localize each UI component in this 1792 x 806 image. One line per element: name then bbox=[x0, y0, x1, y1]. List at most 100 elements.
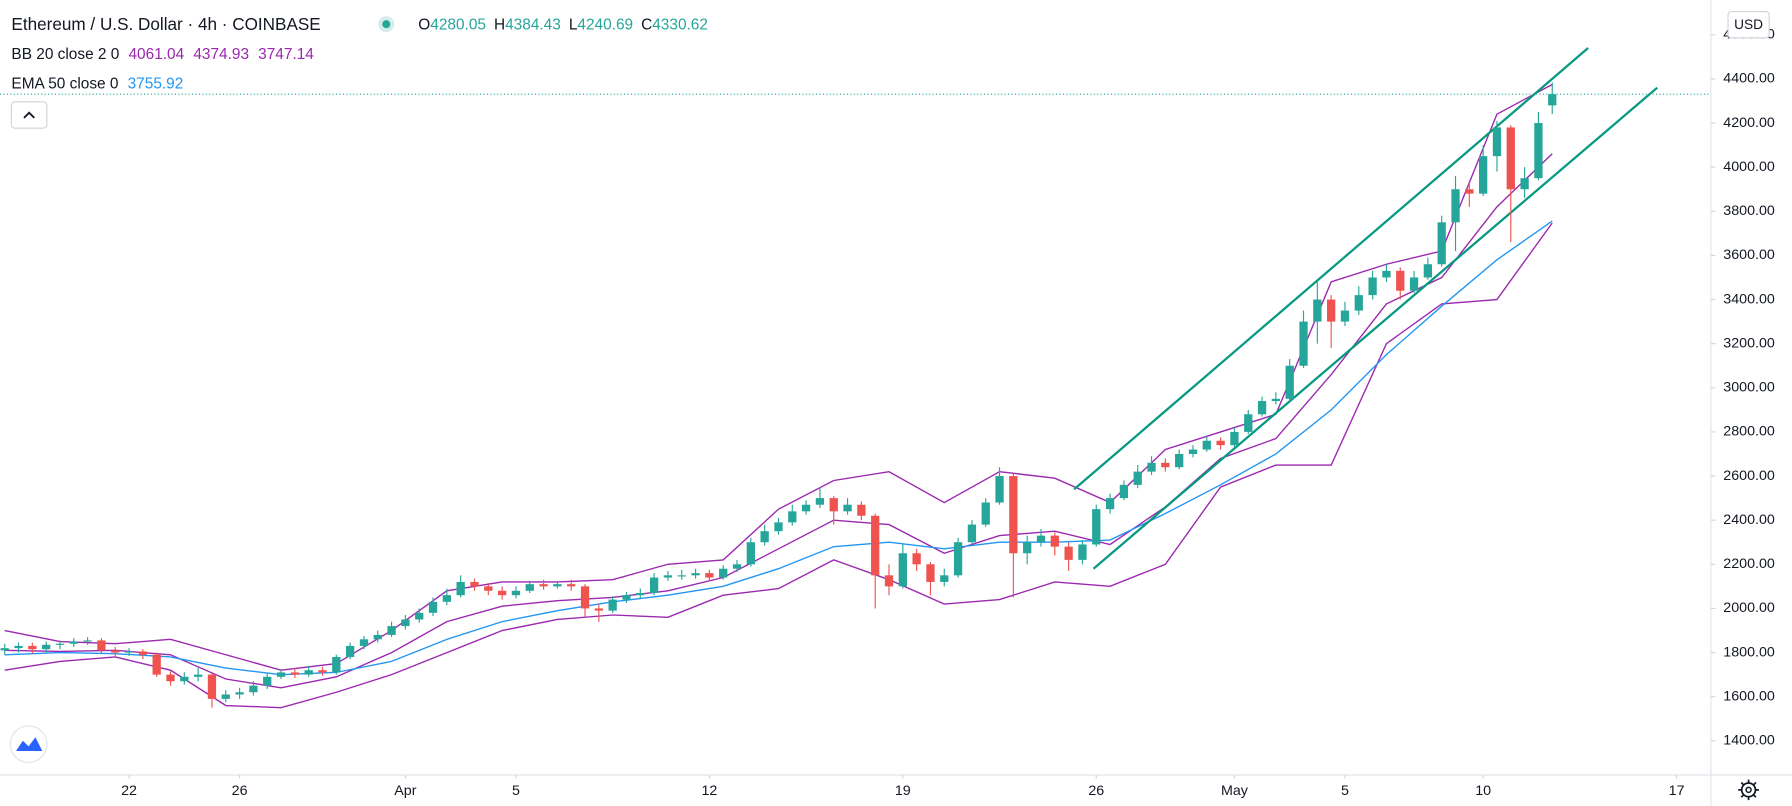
candle-body bbox=[166, 674, 175, 682]
y-tick-label: 1400.00 bbox=[1723, 733, 1775, 749]
candle-body bbox=[1354, 295, 1363, 311]
candle-body bbox=[622, 595, 631, 600]
candle-body bbox=[97, 640, 106, 651]
y-tick-label: 2000.00 bbox=[1723, 600, 1775, 616]
candle-body bbox=[760, 531, 769, 543]
candle-body bbox=[1506, 127, 1515, 190]
candle-body bbox=[1548, 94, 1557, 106]
collapse-frame[interactable] bbox=[10, 101, 48, 129]
candle-body bbox=[1479, 156, 1488, 194]
candle-body bbox=[1492, 127, 1502, 157]
candle-body bbox=[42, 644, 51, 650]
candle-body bbox=[884, 575, 894, 587]
currency-box[interactable]: USD bbox=[1727, 10, 1770, 39]
candle-body bbox=[497, 590, 507, 596]
candle-body bbox=[221, 694, 230, 699]
logo-circle[interactable] bbox=[9, 725, 48, 763]
y-tick-label: 4200.00 bbox=[1723, 115, 1775, 131]
candle-body bbox=[1119, 484, 1129, 499]
currency-label[interactable]: USD bbox=[1734, 17, 1763, 32]
y-tick-label: 2400.00 bbox=[1723, 512, 1775, 528]
candle-body bbox=[1396, 270, 1405, 291]
trend-line bbox=[1073, 47, 1589, 491]
candle-body bbox=[525, 584, 534, 591]
candle-body bbox=[829, 498, 838, 512]
collapse-icon[interactable] bbox=[23, 111, 35, 119]
logo[interactable] bbox=[9, 725, 48, 763]
ema-line bbox=[4, 220, 1553, 676]
bb-upper bbox=[4, 83, 1553, 671]
candle-body bbox=[1271, 398, 1281, 402]
y-tick-label: 3400.00 bbox=[1723, 291, 1775, 307]
candle-body bbox=[746, 542, 755, 565]
candle-body bbox=[580, 586, 590, 609]
candle-body bbox=[207, 674, 217, 699]
candle-body bbox=[304, 670, 313, 675]
candle-body bbox=[235, 692, 244, 695]
candle-body bbox=[152, 654, 161, 675]
candle-body bbox=[1368, 277, 1377, 296]
candle-body bbox=[387, 626, 396, 635]
settings-button[interactable] bbox=[1738, 779, 1759, 801]
candle-body bbox=[111, 650, 120, 653]
bb-value: 4374.93 bbox=[193, 46, 249, 63]
candle-body bbox=[1285, 365, 1294, 399]
candle-body bbox=[373, 634, 382, 640]
bb-lower bbox=[4, 222, 1553, 709]
gear-teeth[interactable] bbox=[1738, 779, 1759, 801]
candle-body bbox=[332, 656, 341, 673]
candle-body bbox=[594, 608, 603, 611]
chart-title: Ethereum / U.S. Dollar · 4h · COINBASE bbox=[11, 14, 320, 34]
bb-basis bbox=[4, 153, 1553, 689]
logo-mark[interactable] bbox=[16, 737, 43, 751]
candle-body bbox=[1175, 453, 1184, 468]
bb-legend: BB 20 close 2 0 4061.04 4374.93 3747.14 bbox=[11, 46, 314, 63]
candle-body bbox=[249, 685, 258, 693]
candle-body bbox=[815, 498, 825, 505]
ema-value: 3755.92 bbox=[128, 76, 184, 93]
candle-body bbox=[180, 676, 189, 682]
y-tick-label: 1800.00 bbox=[1723, 644, 1775, 660]
candle-body bbox=[1520, 178, 1529, 190]
candle-body bbox=[539, 584, 548, 587]
candle-body bbox=[124, 651, 134, 653]
ohlc-key: C bbox=[641, 16, 652, 33]
candle-body bbox=[359, 639, 369, 646]
candle-body bbox=[567, 584, 576, 587]
candle-body bbox=[871, 515, 880, 576]
x-tick-label: May bbox=[1221, 783, 1249, 799]
candle-body bbox=[1409, 277, 1419, 291]
candle-body bbox=[898, 553, 907, 587]
candle-body bbox=[0, 648, 9, 651]
candle-body bbox=[345, 645, 355, 657]
candle-body bbox=[649, 577, 659, 593]
candle-body bbox=[28, 645, 37, 650]
candle-body bbox=[1313, 299, 1322, 322]
trend-line bbox=[1092, 86, 1658, 570]
x-tick-label: 5 bbox=[1341, 783, 1349, 799]
candle-body bbox=[1078, 544, 1087, 560]
candle-body bbox=[511, 590, 521, 596]
candle-body bbox=[1202, 440, 1211, 450]
ohlc-value: 4240.69 bbox=[577, 16, 633, 33]
x-tick-label: 19 bbox=[895, 783, 911, 799]
y-tick-label: 1600.00 bbox=[1723, 688, 1775, 704]
x-tick-label: 17 bbox=[1669, 783, 1685, 799]
currency-frame[interactable] bbox=[1727, 10, 1770, 39]
candle-body bbox=[663, 575, 673, 578]
candle-body bbox=[470, 581, 479, 587]
x-tick-label: 26 bbox=[1088, 783, 1104, 799]
candle-body bbox=[940, 575, 949, 582]
y-tick-label: 3000.00 bbox=[1723, 380, 1775, 396]
gear-hub[interactable] bbox=[1745, 786, 1752, 794]
candle-body bbox=[719, 568, 728, 578]
plot-area bbox=[0, 47, 1711, 709]
ema-legend: EMA 50 close 0 3755.92 bbox=[11, 76, 183, 93]
ohlc-value: 4280.05 bbox=[430, 16, 486, 33]
collapse-button[interactable] bbox=[10, 101, 48, 129]
ohlc-key: H bbox=[494, 16, 505, 33]
candle-body bbox=[456, 581, 465, 596]
axes: 1400.00 1600.00 1800.00 2000.00 2200.00 2400.… bbox=[121, 27, 1775, 799]
legend: Ethereum / U.S. Dollar · 4h · COINBASE O4… bbox=[11, 14, 708, 93]
